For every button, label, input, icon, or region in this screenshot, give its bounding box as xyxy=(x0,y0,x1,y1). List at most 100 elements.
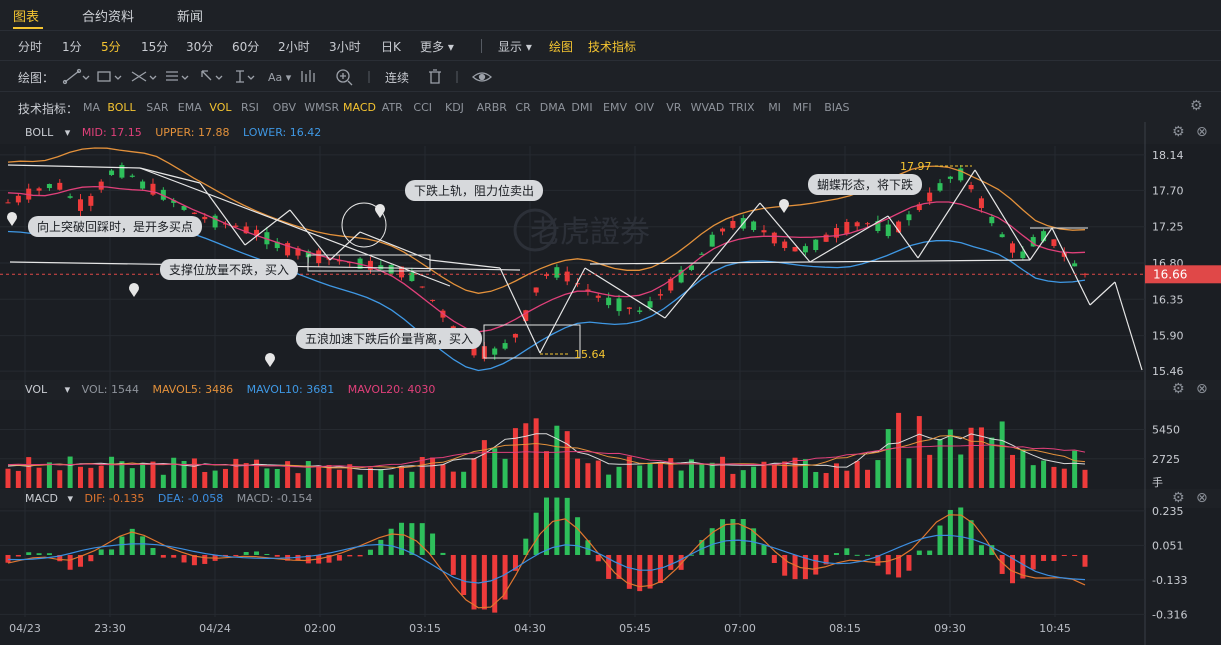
line-tool-icon[interactable] xyxy=(62,68,90,85)
macd-legend-name[interactable]: MACD xyxy=(25,492,58,505)
candle xyxy=(57,182,63,190)
tab-contract-info[interactable]: 合约资料 xyxy=(82,10,135,25)
period-3h[interactable]: 3小时 xyxy=(329,40,361,54)
boll-settings-gear-icon[interactable]: ⚙ xyxy=(1172,124,1185,140)
macd-bar xyxy=(461,554,467,596)
continuous-toggle[interactable]: 连续 xyxy=(385,71,410,85)
candles xyxy=(5,162,1088,362)
volume-bar xyxy=(927,454,933,488)
period-30m[interactable]: 30分 xyxy=(186,40,214,54)
indicator-dmi[interactable]: DMI xyxy=(571,101,593,114)
indicator-macd[interactable]: MACD xyxy=(343,101,376,114)
vol-dropdown-icon[interactable]: ▾ xyxy=(64,383,71,396)
macd-settings-gear-icon[interactable]: ⚙ xyxy=(1172,490,1185,506)
period-daily[interactable]: 日K xyxy=(381,40,401,54)
indicator-vr[interactable]: VR xyxy=(666,101,682,114)
chart-area[interactable]: 04/23 23:30 04/24 02:00 03:15 04:30 05:45 07:00… xyxy=(0,122,1221,645)
volume-bar xyxy=(316,465,322,488)
indicator-oiv[interactable]: OIV xyxy=(634,101,655,114)
boll-dropdown-icon[interactable]: ▾ xyxy=(64,126,71,139)
volume-bar xyxy=(1072,450,1078,488)
period-5m[interactable]: 5分 xyxy=(101,40,121,54)
zoom-in-icon[interactable] xyxy=(336,69,353,86)
volume-bars xyxy=(5,412,1088,488)
pattern-line xyxy=(917,169,976,259)
draw-toggle[interactable]: 绘图 xyxy=(549,40,574,54)
candle xyxy=(523,310,529,321)
annotation-support-volume[interactable]: 支撑位放量不跌，买入 xyxy=(160,259,299,280)
indicator-obv[interactable]: OBV xyxy=(272,101,296,114)
indicator-bias[interactable]: BIAS xyxy=(824,101,850,114)
tech-indicator-toggle[interactable]: 技术指标 xyxy=(588,40,637,54)
tab-news[interactable]: 新闻 xyxy=(177,10,204,25)
vol-settings-gear-icon[interactable]: ⚙ xyxy=(1172,381,1185,397)
measure-tool-icon[interactable] xyxy=(301,70,315,82)
indicator-mi[interactable]: MI xyxy=(768,101,781,114)
eye-icon[interactable] xyxy=(472,72,492,82)
macd-close-icon[interactable]: ⊗ xyxy=(1196,490,1208,506)
volume-bar xyxy=(295,473,301,488)
candle xyxy=(720,228,726,232)
candle xyxy=(502,343,508,349)
period-1m[interactable]: 1分 xyxy=(62,40,82,54)
indicator-dma[interactable]: DMA xyxy=(539,101,566,114)
macd-bar xyxy=(854,554,860,556)
indicator-mfi[interactable]: MFI xyxy=(792,101,812,114)
period-intraday[interactable]: 分时 xyxy=(18,40,43,54)
indicator-sar[interactable]: SAR xyxy=(146,101,169,114)
indicator-atr[interactable]: ATR xyxy=(381,101,403,114)
period-2h[interactable]: 2小时 xyxy=(278,40,310,54)
tab-chart[interactable]: 图表 xyxy=(13,10,40,25)
pattern-line xyxy=(584,267,666,319)
fib-tool-icon[interactable] xyxy=(166,71,189,81)
font-size-tool-icon[interactable]: Aa ▾ xyxy=(268,71,292,84)
indicator-cr[interactable]: CR xyxy=(515,101,531,114)
indicator-trix[interactable]: TRIX xyxy=(729,101,755,114)
period-15m[interactable]: 15分 xyxy=(141,40,169,54)
macd-bar xyxy=(347,554,353,557)
display-dropdown[interactable]: 显示 ▾ xyxy=(498,40,532,54)
macd-dropdown-icon[interactable]: ▾ xyxy=(67,492,74,505)
boll-legend-name[interactable]: BOLL xyxy=(25,126,54,139)
channel-tool-icon[interactable] xyxy=(131,71,157,82)
macd-bar xyxy=(906,554,912,571)
candle xyxy=(1010,243,1016,253)
indicator-emv[interactable]: EMV xyxy=(603,101,627,114)
boll-close-icon[interactable]: ⊗ xyxy=(1196,124,1208,140)
text-cursor-tool-icon[interactable] xyxy=(236,70,255,83)
indicator-vol[interactable]: VOL xyxy=(209,101,232,114)
candle xyxy=(492,348,498,355)
candle xyxy=(336,260,342,262)
candle xyxy=(554,267,560,278)
period-60m[interactable]: 60分 xyxy=(232,40,260,54)
indicator-ema[interactable]: EMA xyxy=(177,101,202,114)
indicator-cci[interactable]: CCI xyxy=(413,101,432,114)
vol-close-icon[interactable]: ⊗ xyxy=(1196,381,1208,397)
indicator-rsi[interactable]: RSI xyxy=(241,101,259,114)
candle xyxy=(285,243,291,256)
volume-bar xyxy=(761,461,767,488)
annotation-butterfly[interactable]: 蝴蝶形态，将下跌 xyxy=(808,174,923,195)
indicator-wmsr[interactable]: WMSR xyxy=(304,101,340,114)
annotation-upper-resistance[interactable]: 下跌上轨，阻力位卖出 xyxy=(405,180,544,201)
macd-bar xyxy=(761,544,767,555)
arrow-tool-icon[interactable] xyxy=(201,70,223,81)
macd-bar xyxy=(865,554,871,556)
annotation-five-wave-divergence[interactable]: 五浪加速下跌后价量背离，买入 xyxy=(296,328,483,349)
volume-bar xyxy=(98,465,104,488)
candle xyxy=(844,221,850,235)
dif-line xyxy=(7,514,1086,609)
vol-legend-name[interactable]: VOL xyxy=(25,383,48,396)
volume-bar xyxy=(823,473,829,488)
indicator-wvad[interactable]: WVAD xyxy=(690,101,725,114)
indicator-settings-gear-icon[interactable]: ⚙ xyxy=(1190,98,1203,114)
period-more-dropdown[interactable]: 更多 ▾ xyxy=(420,40,454,54)
indicator-arbr[interactable]: ARBR xyxy=(476,101,507,114)
indicator-ma[interactable]: MA xyxy=(83,101,101,114)
annotation-breakout-retest[interactable]: 向上突破回踩时，是开多买点 xyxy=(28,216,203,237)
rect-tool-icon[interactable] xyxy=(97,71,122,82)
volume-bar xyxy=(492,448,498,488)
trash-icon[interactable] xyxy=(429,69,441,84)
indicator-boll[interactable]: BOLL xyxy=(107,101,136,114)
indicator-kdj[interactable]: KDJ xyxy=(445,101,464,114)
